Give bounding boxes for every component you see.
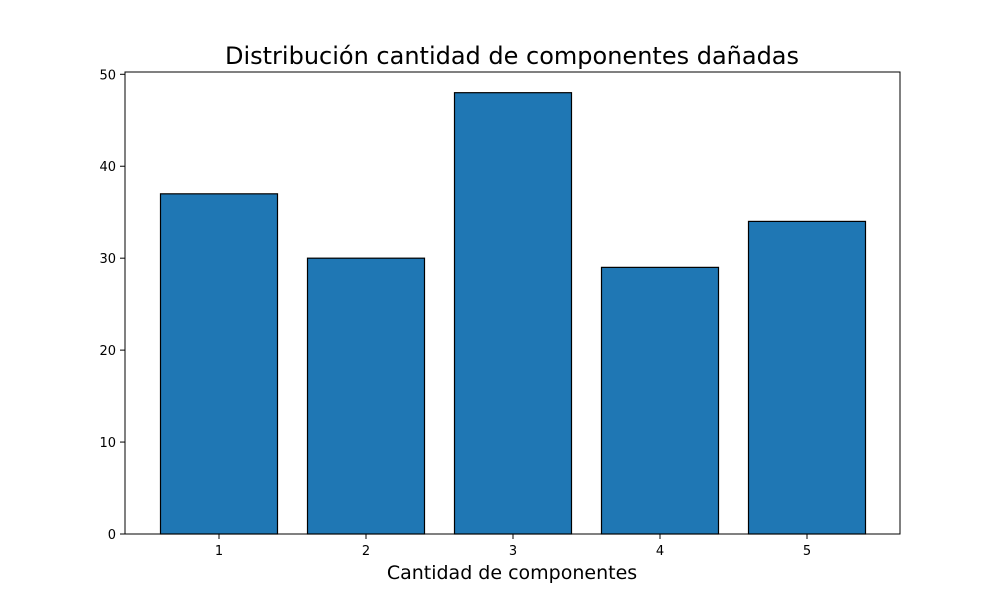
x-tick-label-2: 2 (362, 544, 370, 559)
x-tick-label-3: 3 (509, 544, 517, 559)
bars-group (159, 92, 867, 535)
x-axis-label: Cantidad de componentes (387, 562, 637, 584)
y-tick-label-30: 30 (99, 252, 116, 267)
plot-frame (124, 71, 901, 535)
bar-5 (747, 220, 867, 535)
bar-4 (600, 266, 720, 535)
x-axis: 1 2 3 4 5 (215, 534, 811, 559)
bar-3 (453, 92, 573, 535)
x-tick-label-1: 1 (215, 544, 223, 559)
chart-title: Distribución cantidad de componentes dañ… (225, 42, 799, 70)
x-tick-label-5: 5 (803, 544, 811, 559)
y-tick-label-50: 50 (99, 68, 116, 83)
x-tick-label-4: 4 (656, 544, 664, 559)
y-tick-label-10: 10 (99, 436, 116, 451)
bar-1 (159, 193, 279, 535)
y-tick-label-40: 40 (99, 160, 116, 175)
bar-2 (306, 257, 426, 535)
y-axis: 0 10 20 30 40 50 (99, 68, 125, 543)
y-tick-label-20: 20 (99, 344, 116, 359)
y-tick-label-0: 0 (108, 528, 116, 543)
